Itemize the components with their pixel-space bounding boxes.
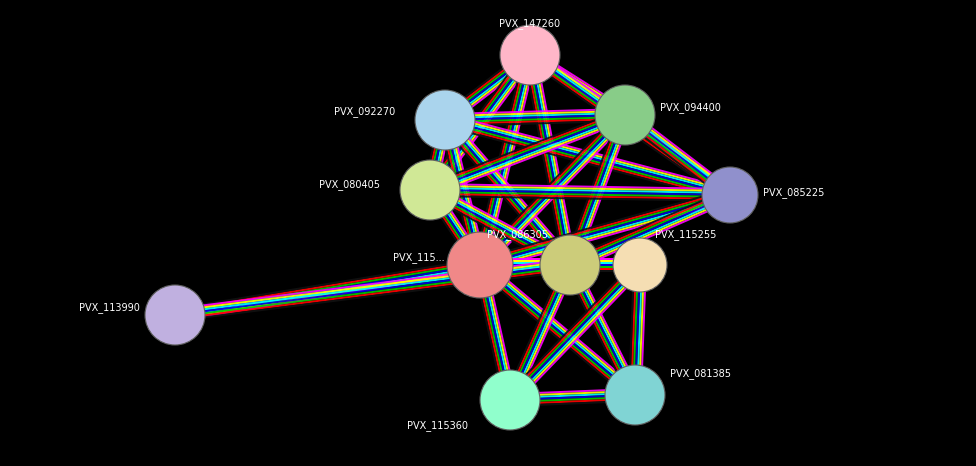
- Text: PVX_115360: PVX_115360: [407, 420, 468, 431]
- Circle shape: [480, 370, 540, 430]
- Circle shape: [702, 167, 758, 223]
- Circle shape: [447, 232, 513, 298]
- Circle shape: [613, 238, 667, 292]
- Text: PVX_113990: PVX_113990: [79, 302, 140, 314]
- Text: PVX_080405: PVX_080405: [319, 179, 380, 191]
- Circle shape: [145, 285, 205, 345]
- Text: PVX_086305: PVX_086305: [487, 229, 549, 240]
- Text: PVX_147260: PVX_147260: [500, 18, 560, 29]
- Text: PVX_115...: PVX_115...: [393, 253, 445, 263]
- Text: PVX_115255: PVX_115255: [655, 229, 716, 240]
- Circle shape: [415, 90, 475, 150]
- Text: PVX_085225: PVX_085225: [763, 187, 825, 199]
- Circle shape: [500, 25, 560, 85]
- Text: PVX_094400: PVX_094400: [660, 103, 721, 113]
- Text: PVX_081385: PVX_081385: [670, 369, 731, 379]
- Text: PVX_092270: PVX_092270: [334, 107, 395, 117]
- Circle shape: [540, 235, 600, 295]
- Circle shape: [605, 365, 665, 425]
- Circle shape: [400, 160, 460, 220]
- Circle shape: [595, 85, 655, 145]
